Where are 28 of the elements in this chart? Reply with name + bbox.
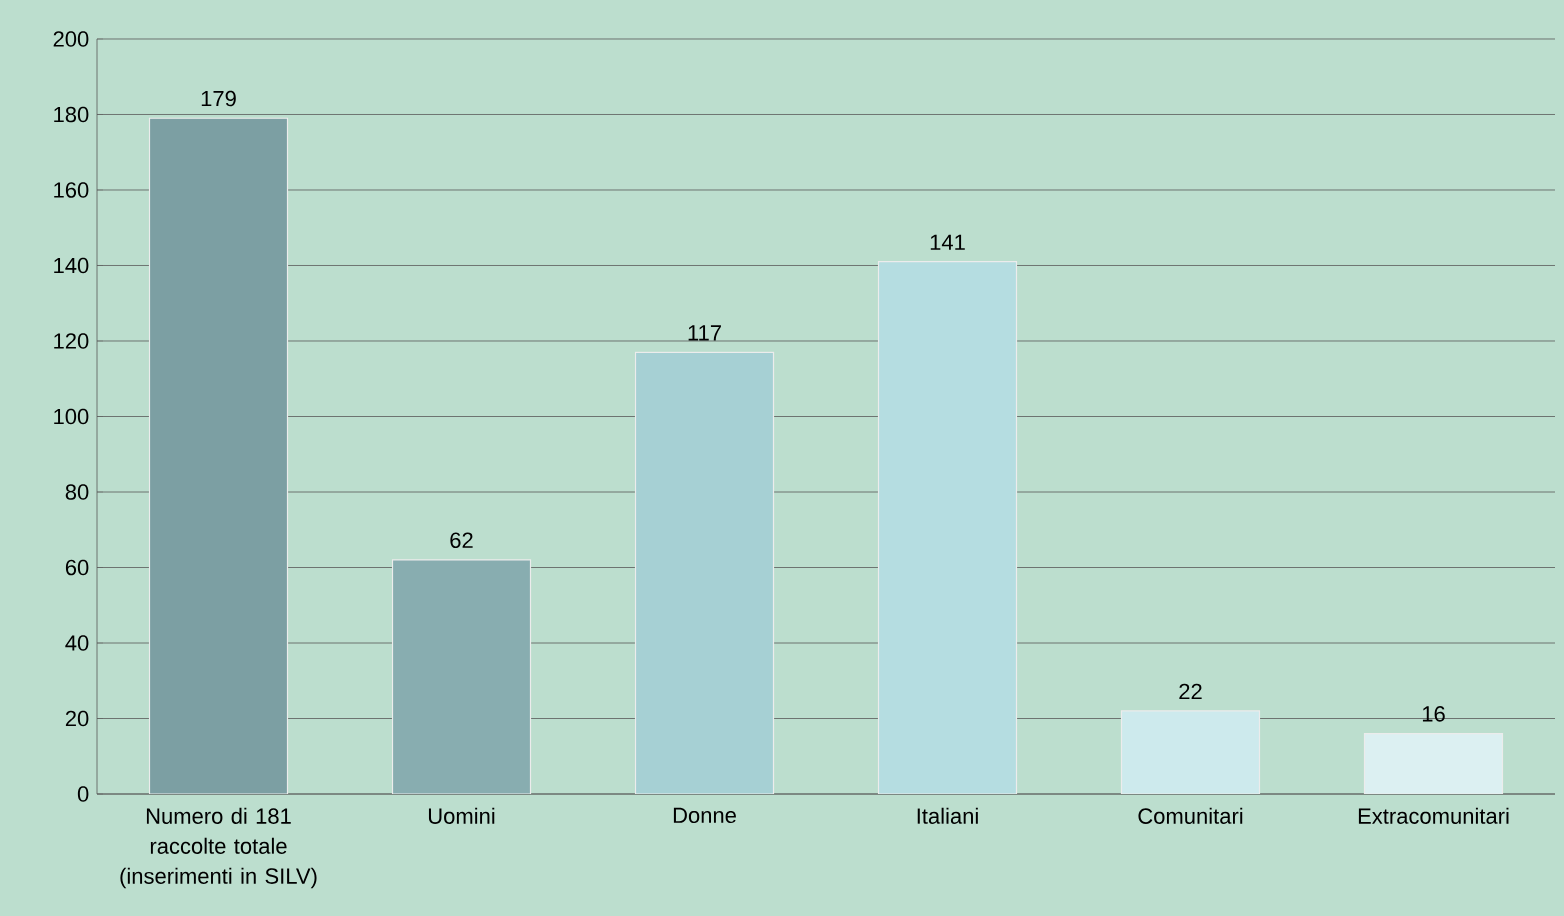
data-label: 117 bbox=[688, 325, 721, 341]
y-tick-label: 120 bbox=[54, 333, 89, 349]
bar bbox=[634, 351, 775, 794]
y-tick-label: 60 bbox=[65, 559, 89, 576]
bar bbox=[1363, 733, 1504, 794]
x-tick-label: Italiani bbox=[917, 807, 978, 824]
data-label: 179 bbox=[201, 90, 236, 107]
x-tick-label: Uomini bbox=[428, 807, 495, 824]
x-tick-label: Donne bbox=[673, 807, 736, 824]
data-label: 62 bbox=[450, 532, 473, 549]
data-label: 16 bbox=[1422, 706, 1445, 722]
y-tick-label: 140 bbox=[54, 257, 89, 274]
x-tick-label: Comunitari bbox=[1138, 807, 1243, 824]
y-tick-label: 20 bbox=[65, 710, 89, 727]
bar bbox=[148, 117, 289, 794]
data-label: 22 bbox=[1179, 683, 1202, 700]
y-tick-label: 160 bbox=[54, 182, 89, 198]
y-tick-label: 180 bbox=[54, 106, 89, 123]
y-tick-label: 40 bbox=[65, 635, 89, 651]
bar bbox=[391, 559, 532, 794]
x-tick-label: Extracomunitari bbox=[1358, 807, 1509, 824]
bar bbox=[877, 261, 1018, 794]
data-label: 141 bbox=[930, 234, 965, 250]
x-tick-label: Numero di 181 raccolte totale (inserimenti in SILV) bbox=[120, 807, 317, 889]
y-tick-label: 200 bbox=[53, 31, 89, 47]
y-tick-label: 0 bbox=[77, 786, 89, 802]
y-tick-label: 80 bbox=[65, 484, 89, 500]
y-tick-label: 100 bbox=[54, 408, 89, 425]
